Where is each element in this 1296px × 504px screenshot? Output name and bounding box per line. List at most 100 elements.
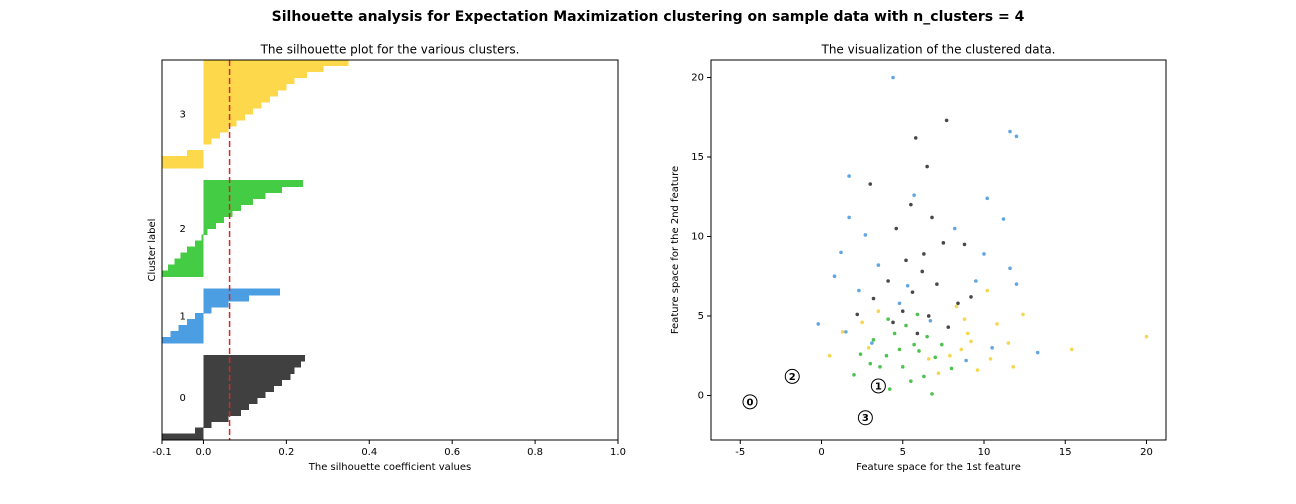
scatter-point <box>891 320 895 325</box>
silhouette-bar <box>203 192 266 199</box>
scatter-point <box>913 136 918 140</box>
silhouette-bar <box>174 258 204 266</box>
silhouette-bar <box>203 379 283 386</box>
silhouette-bar <box>168 264 204 272</box>
y-tick-label: 0 <box>698 390 704 401</box>
scatter-point <box>969 339 973 344</box>
center-label: 1 <box>875 381 882 392</box>
cluster-label: 1 <box>180 311 186 322</box>
y-tick-label: 20 <box>691 72 704 83</box>
silhouette-bar <box>203 288 281 296</box>
x-tick-label: 20 <box>1140 447 1153 458</box>
silhouette-bar <box>203 228 208 236</box>
figure-title: Silhouette analysis for Expectation Maxi… <box>272 9 1025 25</box>
scatter-point <box>852 373 856 377</box>
scatter-point <box>844 330 848 334</box>
silhouette-bar <box>180 252 204 260</box>
scatter-point <box>909 379 913 383</box>
axes-frame <box>161 59 619 441</box>
silhouette-bar <box>203 125 229 133</box>
scatter-point <box>912 193 916 197</box>
scatter-point <box>897 301 902 306</box>
scatter-point <box>928 318 933 323</box>
scatter-point <box>884 353 889 358</box>
y-tick-label: 15 <box>691 152 704 163</box>
y-tick-label: 10 <box>691 231 704 242</box>
scatter-point <box>863 233 868 237</box>
scatter-point <box>1011 365 1016 369</box>
scatter-point <box>995 322 999 326</box>
silhouette-bar <box>203 385 274 392</box>
scatter-point <box>876 263 881 267</box>
scatter-point <box>956 301 960 306</box>
scatter-point <box>1001 217 1006 221</box>
silhouette-bar <box>203 131 221 139</box>
silhouette-bar <box>203 415 229 423</box>
silhouette-bar <box>186 149 204 157</box>
scatter-point <box>912 342 916 347</box>
scatter-point <box>892 331 897 336</box>
silhouette-bar <box>203 119 237 127</box>
silhouette-bar <box>203 59 349 67</box>
scatter-point <box>886 279 890 283</box>
scatter-point <box>925 164 929 169</box>
scatter-point <box>974 279 978 283</box>
x-axis-label: The silhouette coefficient values <box>308 462 472 473</box>
scatter-point <box>1021 312 1025 317</box>
cluster-label: 3 <box>180 109 186 120</box>
scatter-point <box>904 323 908 328</box>
y-tick-label: 5 <box>698 311 704 322</box>
scatter-point <box>1008 129 1012 134</box>
scatter-point <box>922 374 926 379</box>
scatter-point <box>832 274 837 279</box>
silhouette-bar <box>203 65 324 73</box>
scatter-point <box>969 295 973 299</box>
scatter-point <box>948 353 952 358</box>
scatter-point <box>933 355 938 360</box>
x-tick-label: 5 <box>900 447 906 458</box>
silhouette-bar <box>162 336 204 344</box>
silhouette-bar <box>203 294 250 302</box>
silhouette-bar <box>203 373 291 380</box>
scatter-point <box>920 269 925 274</box>
scatter-point <box>858 352 863 356</box>
x-tick-label: -0.1 <box>152 447 172 458</box>
silhouette-bar <box>203 421 212 429</box>
silhouette-bar <box>203 107 254 115</box>
scatter-point <box>917 349 921 353</box>
scatter-point <box>897 347 902 352</box>
silhouette-bar <box>186 246 204 254</box>
x-axis-label: Feature space for the 1st feature <box>856 462 1021 473</box>
silhouette-bar <box>203 204 241 211</box>
x-tick-label: -5 <box>735 447 745 458</box>
scatter-point <box>868 361 873 366</box>
scatter-point <box>905 283 910 288</box>
scatter-point <box>904 258 908 263</box>
silhouette-bar <box>203 210 233 217</box>
scatter-point <box>926 314 931 318</box>
scatter-point <box>982 252 986 256</box>
y-axis-label: Cluster label <box>147 219 158 282</box>
scatter-point <box>926 357 931 361</box>
silhouette-bar <box>203 222 216 229</box>
cluster-label: 2 <box>180 224 186 235</box>
scatter-point <box>887 387 892 391</box>
scatter-point <box>1069 347 1074 352</box>
silhouette-bar <box>203 391 266 398</box>
scatter-point <box>954 304 959 309</box>
scatter-point <box>935 282 939 286</box>
silhouette-bar <box>203 89 279 97</box>
silhouette-bar <box>203 403 250 410</box>
scatter-point <box>876 309 881 314</box>
scatter-point <box>930 215 934 220</box>
x-tick-label: 1.0 <box>610 447 626 458</box>
scatter-point <box>988 357 993 361</box>
axes-frame <box>710 59 1167 441</box>
scatter-point <box>990 345 994 350</box>
scatter-point <box>900 309 905 314</box>
x-tick-label: 0.2 <box>278 447 294 458</box>
scatter-point <box>1006 341 1011 345</box>
silhouette-bar <box>203 409 241 416</box>
silhouette-bar <box>195 312 204 320</box>
silhouette-bar <box>203 71 308 79</box>
